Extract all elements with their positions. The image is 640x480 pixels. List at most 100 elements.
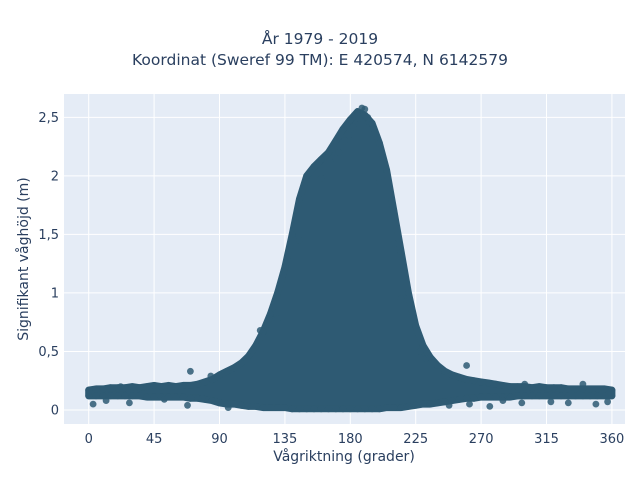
data-point (252, 403, 260, 410)
data-point (303, 172, 311, 180)
data-point (528, 384, 536, 392)
data-point (125, 399, 133, 407)
data-point (608, 386, 616, 394)
data-point (485, 379, 492, 387)
data-point (236, 400, 244, 408)
data-point (608, 392, 616, 400)
data-point (390, 240, 398, 248)
data-point (506, 383, 514, 390)
data-point (325, 405, 332, 413)
data-point (114, 392, 122, 400)
data-point (514, 392, 521, 400)
y-axis-label: Signifikant våghöjd (m) (15, 177, 32, 340)
data-point (434, 362, 441, 369)
data-point (317, 156, 325, 163)
data-point (92, 385, 100, 393)
data-point (179, 393, 187, 401)
data-point (317, 174, 325, 182)
data-point (346, 116, 354, 124)
data-point (412, 322, 420, 330)
data-point (160, 396, 168, 403)
x-axis-ticks: 0 45 90 135 180 225 270 315 360 (85, 432, 625, 447)
data-point (557, 384, 565, 392)
data-point (592, 400, 600, 408)
data-point (557, 392, 565, 400)
data-point (165, 382, 173, 389)
data-point (136, 392, 144, 400)
data-point (572, 392, 579, 400)
x-tick-label: 270 (469, 432, 494, 447)
data-point (346, 405, 354, 413)
data-point (339, 125, 347, 133)
data-point (383, 166, 390, 174)
data-point (252, 342, 260, 349)
x-tick-label: 315 (534, 432, 559, 447)
data-point (184, 401, 191, 409)
data-point (207, 372, 215, 380)
data-point (601, 385, 609, 393)
data-point (572, 385, 579, 393)
data-point (107, 384, 114, 392)
data-point (535, 383, 543, 390)
data-point (564, 385, 572, 393)
data-point (355, 115, 363, 122)
data-point (492, 380, 500, 388)
data-point (499, 382, 507, 389)
data-point (390, 404, 398, 411)
data-point (550, 392, 558, 400)
data-point (586, 392, 594, 400)
data-point (99, 385, 107, 393)
data-point (281, 404, 289, 411)
data-point (92, 392, 100, 400)
x-tick-label: 90 (211, 432, 228, 447)
data-point (543, 384, 550, 392)
y-axis-ticks: 0 0,5 1 1,5 2 2,5 (38, 111, 59, 419)
data-point (361, 405, 369, 413)
data-point (267, 404, 274, 411)
x-tick-label: 360 (600, 432, 625, 447)
data-point (579, 392, 587, 400)
data-point (397, 404, 405, 411)
y-tick-label: 0,5 (38, 345, 59, 360)
data-point (262, 345, 270, 353)
data-point (463, 394, 470, 402)
data-point (434, 399, 441, 407)
data-point (237, 359, 245, 367)
data-point (594, 392, 601, 400)
data-point (89, 400, 97, 408)
chart-title: År 1979 - 2019 (261, 30, 379, 48)
data-point (303, 405, 311, 413)
data-point (230, 400, 238, 408)
data-point (521, 380, 529, 388)
data-point (547, 398, 555, 406)
data-point (216, 371, 223, 379)
data-point (543, 392, 550, 400)
data-point (341, 137, 348, 145)
data-point (172, 393, 180, 401)
y-tick-label: 2,5 (38, 111, 59, 126)
data-point (198, 394, 206, 402)
data-point (332, 137, 340, 145)
data-point (412, 401, 420, 409)
data-point (499, 397, 507, 404)
data-point (455, 396, 463, 403)
data-point (349, 123, 357, 131)
data-point (274, 289, 281, 297)
chart-subtitle: Koordinat (Sweref 99 TM): E 420574, N 61… (132, 51, 508, 69)
data-point (187, 394, 194, 402)
data-point (310, 163, 318, 171)
y-tick-label: 0 (51, 403, 59, 418)
data-point (128, 392, 136, 400)
data-point (419, 342, 427, 349)
data-point (405, 403, 412, 410)
data-point (397, 295, 405, 303)
data-point (128, 383, 136, 390)
data-point (601, 392, 609, 400)
x-tick-label: 0 (85, 432, 93, 447)
data-point (150, 382, 158, 389)
data-point (332, 405, 340, 413)
data-point (528, 392, 536, 400)
data-point (376, 178, 383, 186)
data-point (477, 378, 485, 386)
